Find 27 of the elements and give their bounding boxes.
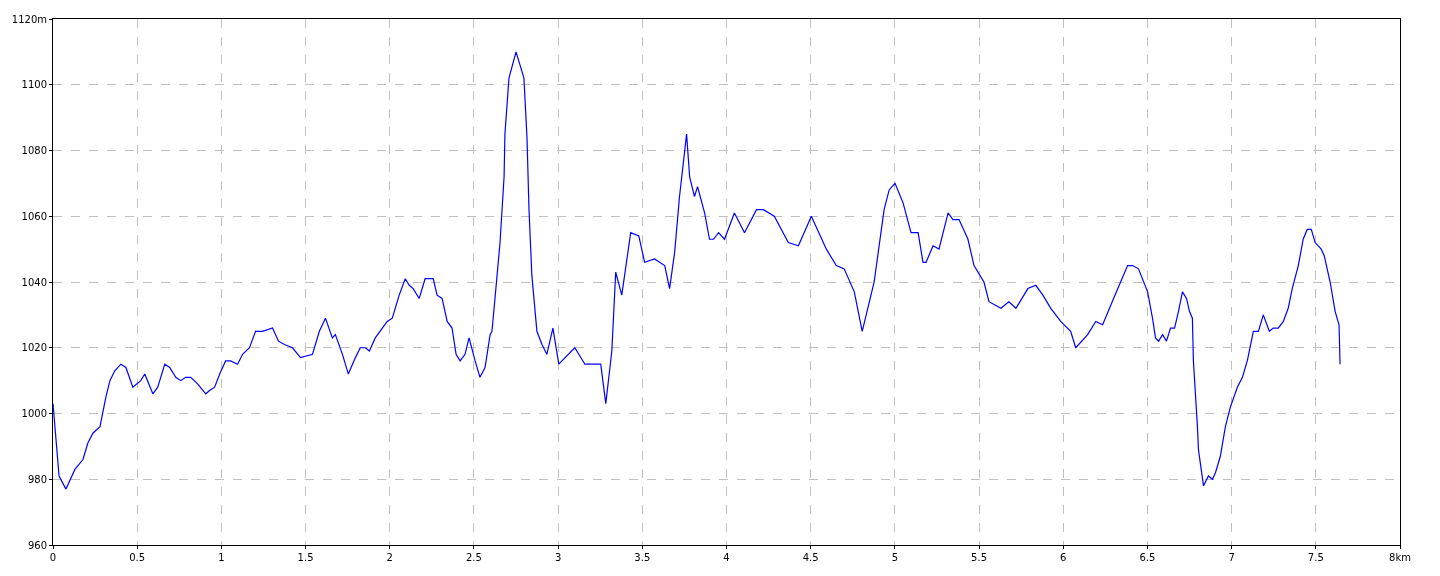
y-tick-label: 1040 xyxy=(21,276,47,288)
x-tick-label: 0.5 xyxy=(129,552,146,563)
x-tick-label: 0 xyxy=(49,552,57,563)
x-tick-label: 7.5 xyxy=(1307,552,1324,563)
x-tick-label: 1.5 xyxy=(297,552,314,563)
x-tick-label: 6.5 xyxy=(1139,552,1156,563)
x-tick-label: 7 xyxy=(1228,552,1235,563)
y-tick-label: 1000 xyxy=(21,408,47,419)
y-tick-label: 1020 xyxy=(21,342,47,354)
x-tick-label: 1 xyxy=(218,552,225,563)
x-tick-label: 5.5 xyxy=(971,552,988,563)
x-tick-label: 3 xyxy=(554,552,562,563)
x-tick-label: 2.5 xyxy=(465,552,482,563)
x-tick-label: 8km xyxy=(1389,552,1411,563)
x-tick-label: 3.5 xyxy=(634,552,651,563)
y-tick-label: 1060 xyxy=(21,210,47,222)
y-tick-label: 1120m xyxy=(11,13,47,25)
x-tick-label: 4 xyxy=(723,552,730,563)
x-tick-label: 4.5 xyxy=(802,552,819,563)
y-tick-label: 1080 xyxy=(21,145,47,156)
y-tick-label: 960 xyxy=(27,539,47,551)
x-tick-label: 5 xyxy=(891,552,899,563)
y-tick-label: 980 xyxy=(27,473,47,485)
x-tick-label: 2 xyxy=(386,552,393,563)
line-series xyxy=(53,51,1341,490)
y-tick-label: 1100 xyxy=(21,79,47,91)
x-tick-label: 6 xyxy=(1060,552,1067,563)
